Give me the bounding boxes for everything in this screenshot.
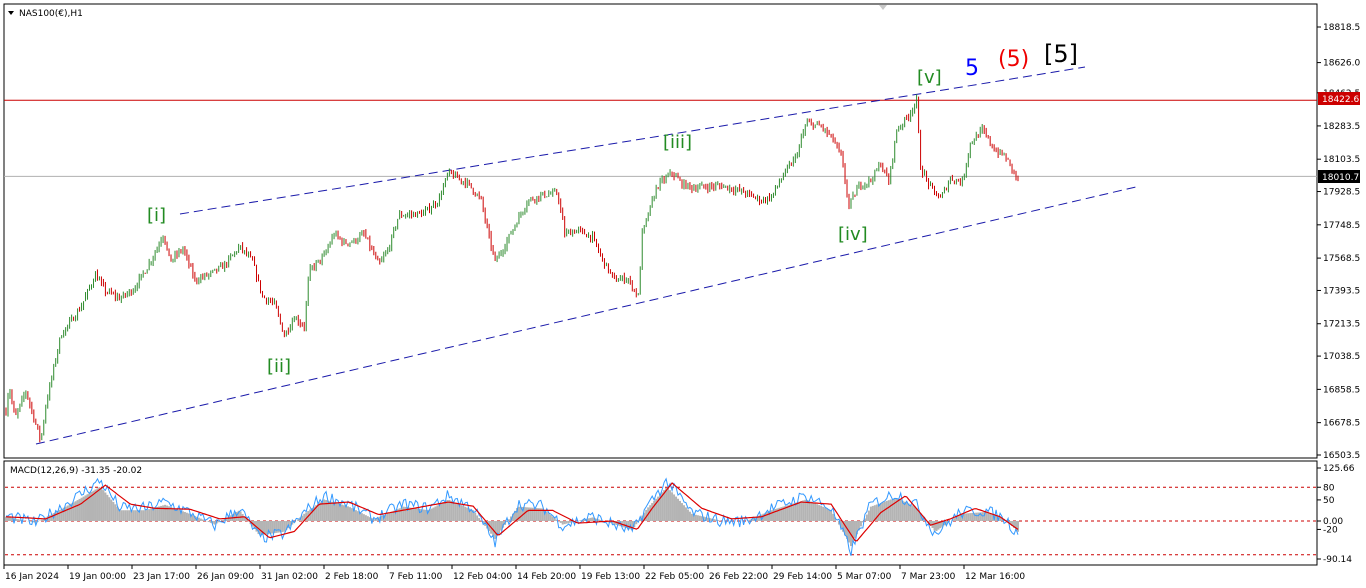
time-axis: 16 Jan 2024 19 Jan 00:00 23 Jan 17:00 26 Ja… [3, 565, 1025, 582]
current-price-tag [1318, 170, 1360, 183]
price-tick-label: 17393.5 [1323, 286, 1360, 296]
macd-header: MACD(12,26,9) -31.35 -20.02 [10, 466, 142, 476]
time-tick-label: 2 Feb 18:00 [325, 572, 379, 582]
time-tick-label: 26 Feb 22:00 [709, 572, 768, 582]
price-tick-label: 16858.5 [1323, 385, 1360, 395]
time-tick-label: 29 Feb 14:00 [773, 572, 832, 582]
time-tick-label: 7 Feb 11:00 [389, 572, 443, 582]
price-tick-label: 18626.0 [1323, 59, 1360, 69]
macd-tick-label: 80 [1323, 483, 1335, 493]
macd-tick-label: -20 [1323, 525, 1338, 535]
price-tick-label: 17928.5 [1323, 188, 1360, 198]
price-tick-label: 18103.5 [1323, 155, 1360, 165]
signal-line [5, 482, 1019, 542]
time-tick-label: 26 Jan 09:00 [197, 572, 254, 582]
price-tick-label: 17748.5 [1323, 221, 1360, 231]
wave-label-v: [v] [917, 67, 942, 88]
price-tick-label: 18283.5 [1323, 122, 1360, 132]
symbol-menu-icon[interactable] [8, 11, 14, 15]
macd-tick-label: -90.14 [1323, 555, 1352, 565]
price-tick-label: 16678.5 [1323, 419, 1360, 429]
time-tick-label: 12 Mar 16:00 [965, 572, 1025, 582]
panel-scroll-marker-icon[interactable] [879, 5, 887, 10]
wave-label-iv: [iv] [838, 224, 868, 245]
time-tick-label: 16 Jan 2024 [5, 572, 59, 582]
wave-label-5: 5 [965, 56, 979, 81]
channel-lower-line[interactable] [35, 185, 1141, 445]
time-tick-label: 31 Jan 02:00 [261, 572, 318, 582]
time-tick-label: 14 Feb 20:00 [517, 572, 576, 582]
price-tick-label: 17038.5 [1323, 352, 1360, 362]
time-tick-label: 23 Jan 17:00 [133, 572, 190, 582]
macd-tick-label: 0.00 [1323, 517, 1343, 527]
current-price-label: 18010.7 [1322, 173, 1359, 183]
time-tick-label: 5 Mar 07:00 [837, 572, 892, 582]
wave-label-bracket-5: [5] [1044, 40, 1078, 68]
wave-label-paren-5: (5) [998, 47, 1029, 72]
time-tick-label: 12 Feb 04:00 [453, 572, 512, 582]
time-tick-label: 22 Feb 05:00 [645, 572, 704, 582]
time-tick-label: 19 Feb 13:00 [581, 572, 640, 582]
macd-tick-label: 50 [1323, 496, 1335, 506]
macd-tick-label: 125.66 [1323, 464, 1355, 474]
high-price-tag [1318, 92, 1360, 105]
price-tick-label: 17568.5 [1323, 254, 1360, 264]
high-price-label: 18422.6 [1322, 95, 1359, 105]
time-tick-label: 7 Mar 23:00 [901, 572, 956, 582]
price-tick-label: 17213.5 [1323, 320, 1360, 330]
time-tick-label: 19 Jan 00:00 [69, 572, 126, 582]
wave-label-iii: [iii] [663, 132, 692, 153]
wave-label-i: [i] [147, 205, 166, 226]
channel-upper-line[interactable] [179, 66, 1086, 215]
price-tick-label: 18818.5 [1323, 23, 1360, 33]
wave-label-ii: [ii] [267, 356, 291, 377]
price-axis: 18818.518626.018462.518283.518103.517928… [1317, 23, 1360, 461]
price-tick-label: 16503.5 [1323, 451, 1360, 461]
candles [5, 94, 1019, 443]
price-panel [3, 3, 1318, 459]
symbol-header: NAS100(€),H1 [19, 9, 83, 19]
